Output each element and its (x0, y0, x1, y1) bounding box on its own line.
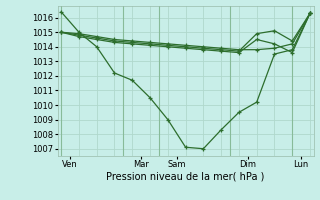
X-axis label: Pression niveau de la mer( hPa ): Pression niveau de la mer( hPa ) (107, 172, 265, 182)
